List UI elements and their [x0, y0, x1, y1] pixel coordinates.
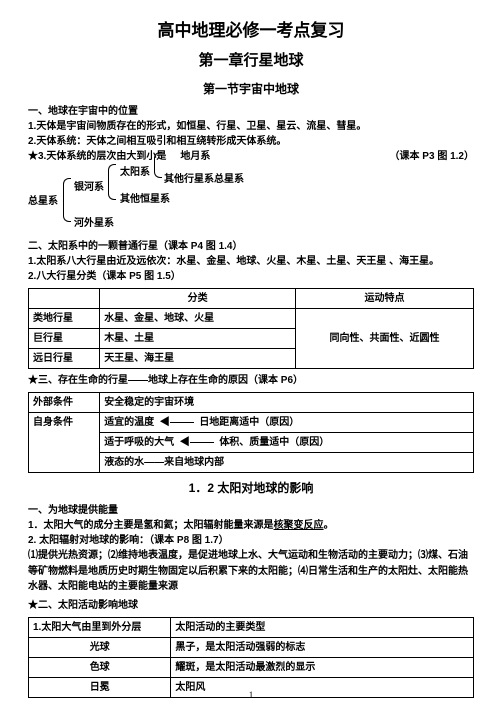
doc-section2-title: 1．2 太阳对地球的影响: [28, 479, 474, 497]
node-root: 总星系: [28, 194, 58, 209]
t1-r1a: 类地行星: [29, 309, 100, 329]
s2-heading-2: ★二、太阳活动影响地球: [28, 598, 474, 613]
t2-r2b2a: 适于呼吸的大气: [104, 437, 174, 448]
t1-r3b: 天王星、海王星: [100, 349, 296, 369]
t2-r2b1b: 日地距离适中（原因）: [199, 417, 299, 428]
t1-r3a: 远日行星: [29, 349, 100, 369]
t2-r1a: 外部条件: [29, 393, 100, 413]
t2-row-temp: 适宜的温度 ◀ 日地距离适中（原因）: [100, 413, 474, 433]
para-2-1: 1.太阳系八大行星由近及远依次：水星、金星、地球、火星、木星、土星、天王星 、海…: [28, 254, 474, 269]
t1-h2: 运动特点: [295, 289, 473, 309]
s2-p1a: 1．太阳大气的成分主要是氢和氦；太阳辐射能量来源是: [28, 520, 274, 531]
arrow-2: ◀: [177, 437, 190, 448]
heading-2: 二、太阳系中的一颗普通行星（课本 P4 图 1.4）: [28, 239, 474, 254]
t2-r2a: 自身条件: [29, 413, 100, 473]
t3-h2: 太阳活动的主要类型: [171, 617, 474, 637]
doc-section1-title: 第一节宇宙中地球: [28, 80, 474, 98]
bracket-2: [108, 164, 116, 200]
t3-h1: 1.太阳大气由里到外分层: [29, 617, 171, 637]
table-solar-activity: 1.太阳大气由里到外分层 太阳活动的主要类型 光球 黑子，是太阳活动强弱的标志 …: [28, 617, 474, 698]
table-life-conditions: 外部条件 安全稳定的宇宙环境 自身条件 适宜的温度 ◀ 日地距离适中（原因） 适…: [28, 392, 474, 473]
t1-h1: 分类: [100, 289, 296, 309]
arrow-line-1: [170, 422, 194, 423]
doc-chapter-title: 第一章行星地球: [28, 50, 474, 73]
s2-p1c: 。: [324, 520, 334, 531]
t2-row-air: 适于呼吸的大气 ◀ 体积、质量适中（原因）: [100, 433, 474, 453]
heading-1: 一、地球在宇宙中的位置: [28, 104, 474, 119]
hierarchy-diagram: 总星系 银河系 太阳系 其他行星系总星系 其他恒星系 河外星系: [28, 164, 474, 236]
t2-r2b1a: 适宜的温度: [104, 417, 154, 428]
heading-3: ★三、存在生命的行星——地球上存在生命的原因（课本 P6）: [28, 373, 474, 388]
para-1-2: 2.天体系统：天体之间相互吸引和相互绕转形成天体系统。: [28, 134, 474, 149]
page-number: 1: [0, 689, 502, 703]
table-planet-classification: 分类 运动特点 类地行星 水星、金星、地球、火星 同向性、共面性、近圆性 巨行星…: [28, 288, 474, 369]
node-other-planet: 其他行星系总星系: [164, 172, 244, 187]
t3-r1b: 黑子，是太阳活动强弱的标志: [171, 637, 474, 657]
para-1-3b: 地月系: [180, 149, 210, 164]
t1-motion: 同向性、共面性、近圆性: [295, 309, 473, 369]
t2-r2b3: 液态的水——来自地球内部: [100, 453, 474, 473]
node-solar: 太阳系: [120, 165, 150, 180]
node-other-star: 其他恒星系: [120, 192, 170, 207]
bracket-1: [63, 178, 71, 222]
t3-r2a: 色球: [29, 657, 171, 677]
doc-main-title: 高中地理必修一考点复习: [28, 18, 474, 44]
s2-p1b: 核聚变反应: [274, 520, 324, 531]
node-galaxy: 银河系: [74, 180, 104, 195]
s2-para-3: ⑴提供光热资源；⑵维持地表温度，是促进地球上水、大气运动和生物活动的主要动力；⑶…: [28, 548, 474, 595]
s2-para-1: 1．太阳大气的成分主要是氢和氦；太阳辐射能量来源是核聚变反应。: [28, 518, 474, 533]
t1-r1b: 水星、金星、地球、火星: [100, 309, 296, 329]
t3-r1a: 光球: [29, 637, 171, 657]
bracket-3: [154, 152, 162, 178]
para-1-3a: ★3.天体系统的层次由大到小是: [28, 149, 166, 164]
s2-heading-1: 一、为地球提供能量: [28, 503, 474, 518]
t1-r2b: 木星、土星: [100, 329, 296, 349]
node-outer: 河外星系: [74, 216, 114, 231]
s2-para-2: 2. 太阳辐射对地球的影响：（课本 P8 图 1.7）: [28, 533, 474, 548]
para-2-2: 2.八大行星分类（课本 P5 图 1.5）: [28, 269, 474, 284]
arrow-line-2: [190, 442, 214, 443]
t2-r1b: 安全稳定的宇宙环境: [100, 393, 474, 413]
t1-r2a: 巨行星: [29, 329, 100, 349]
para-1-3ref: （课本 P3 图 1.2）: [390, 149, 474, 164]
t3-r2b: 耀斑，是太阳活动最激烈的显示: [171, 657, 474, 677]
para-1-1: 1.天体是宇宙间物质存在的形式，如恒星、行星、卫星、星云、流星、彗星。: [28, 119, 474, 134]
t2-r2b2b: 体积、质量适中（原因）: [219, 437, 329, 448]
arrow-1: ◀: [157, 417, 170, 428]
